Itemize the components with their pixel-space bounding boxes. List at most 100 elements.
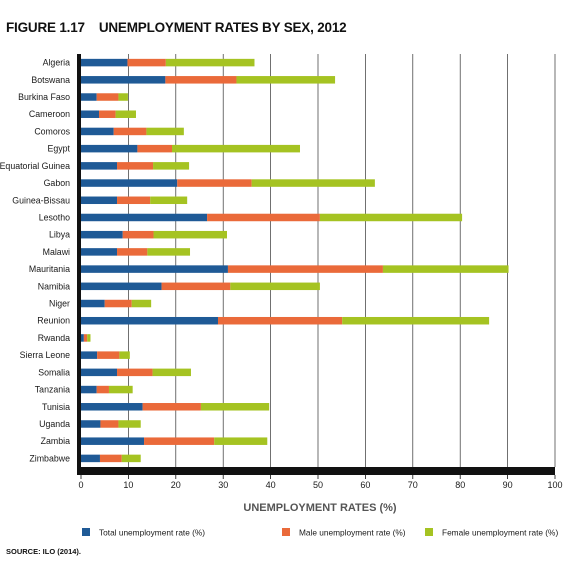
x-tick-label: 30	[218, 480, 228, 490]
bar-male-equatorial-guinea	[117, 162, 154, 170]
bar-female-tunisia	[200, 403, 270, 411]
bar-female-guinea-bissau	[150, 196, 188, 205]
category-label: Tanzania	[35, 385, 70, 395]
source-note: SOURCE: ILO (2014).	[6, 547, 82, 556]
bar-total-mauritania	[81, 265, 228, 273]
bar-total-cameroon	[81, 110, 100, 118]
category-label: Namibia	[38, 281, 70, 291]
category-label: Algeria	[43, 58, 70, 68]
legend-swatch	[282, 528, 290, 536]
bar-female-rwanda	[87, 334, 91, 342]
bar-total-rwanda	[81, 334, 84, 342]
bar-female-egypt	[172, 144, 300, 153]
bar-male-reunion	[217, 316, 343, 325]
bar-female-namibia	[230, 282, 320, 291]
legend-label: Female unemployment rate (%)	[442, 528, 558, 538]
x-tick-label: 0	[78, 480, 83, 490]
bar-total-botswana	[81, 76, 166, 84]
x-axis-line	[77, 467, 555, 475]
bar-male-lesotho	[207, 213, 320, 222]
legend-swatch	[425, 528, 433, 536]
bar-total-niger	[81, 299, 105, 308]
bar-total-egypt	[81, 144, 138, 153]
bar-female-gabon	[251, 179, 375, 187]
bar-female-zambia	[214, 437, 268, 445]
legend-label: Male unemployment rate (%)	[299, 528, 406, 538]
category-label: Equatorial Guinea	[0, 161, 70, 171]
category-label: Cameroon	[29, 109, 70, 119]
category-label: Zambia	[41, 436, 70, 446]
bar-male-rwanda	[83, 334, 88, 342]
bar-total-uganda	[81, 420, 101, 428]
x-tick-label: 100	[547, 480, 562, 490]
bar-total-burkina-faso	[81, 93, 97, 101]
bar-total-guinea-bissau	[81, 196, 118, 205]
category-label: Niger	[49, 299, 70, 309]
x-tick-label: 50	[313, 480, 323, 490]
bar-male-sierra-leone	[97, 351, 120, 359]
category-label: Libya	[49, 230, 70, 240]
bar-male-cameroon	[99, 110, 116, 118]
bar-male-algeria	[127, 58, 166, 67]
category-label: Somalia	[38, 367, 70, 377]
bar-female-uganda	[118, 420, 141, 428]
bar-male-gabon	[177, 179, 252, 187]
bar-male-zimbabwe	[99, 454, 122, 463]
bar-total-tanzania	[81, 385, 97, 394]
category-label: Gabon	[44, 178, 71, 188]
bar-total-libya	[81, 230, 123, 239]
category-label: Sierra Leone	[20, 350, 70, 360]
bar-layer	[81, 58, 509, 463]
y-axis-line	[77, 54, 81, 475]
bar-male-guinea-bissau	[117, 196, 151, 205]
bar-male-tanzania	[96, 385, 109, 394]
x-tick-label: 60	[360, 480, 370, 490]
bar-total-sierra-leone	[81, 351, 98, 359]
category-label: Zimbabwe	[29, 453, 70, 463]
category-label: Botswana	[31, 75, 70, 85]
bar-total-comoros	[81, 127, 114, 136]
bar-male-tunisia	[142, 403, 201, 411]
category-label: Reunion	[37, 316, 70, 326]
bar-female-mauritania	[382, 265, 509, 273]
figure-title: FIGURE 1.17 UNEMPLOYMENT RATES BY SEX, 20…	[6, 20, 347, 35]
bar-female-malawi	[147, 248, 191, 256]
bar-total-somalia	[81, 368, 118, 377]
bar-total-algeria	[81, 58, 128, 67]
category-label: Mauritania	[29, 264, 70, 274]
category-label: Uganda	[39, 419, 70, 429]
bar-male-libya	[122, 230, 154, 239]
bar-male-mauritania	[227, 265, 383, 273]
legend-label: Total unemployment rate (%)	[99, 528, 205, 538]
bar-total-namibia	[81, 282, 162, 291]
bar-total-equatorial-guinea	[81, 162, 118, 170]
bar-male-namibia	[161, 282, 231, 291]
category-label: Rwanda	[38, 333, 70, 343]
x-tick-label: 70	[408, 480, 418, 490]
bar-female-botswana	[236, 76, 336, 84]
bar-female-comoros	[146, 127, 184, 136]
bar-total-lesotho	[81, 213, 208, 222]
bar-female-tanzania	[108, 385, 133, 394]
axis-layer: 0 10 20 30 40 50 60 70 80 90 100 UNEMPLOYMENT RATES…	[77, 54, 563, 514]
bar-female-reunion	[342, 316, 490, 325]
x-axis-title: UNEMPLOYMENT RATES (%)	[243, 502, 397, 514]
x-tick-label: 20	[171, 480, 181, 490]
bar-male-niger	[104, 299, 132, 308]
bar-total-malawi	[81, 248, 118, 256]
bar-total-reunion	[81, 316, 218, 325]
category-label: Guinea-Bissau	[12, 195, 70, 205]
category-label: Tunisia	[42, 402, 70, 412]
category-label: Egypt	[48, 144, 71, 154]
bar-female-burkina-faso	[118, 93, 128, 101]
bar-male-burkina-faso	[96, 93, 119, 101]
label-layer: Algeria Botswana Burkina Faso Cameroon Comor…	[0, 58, 71, 464]
category-label: Malawi	[43, 247, 70, 257]
bar-female-sierra-leone	[119, 351, 130, 359]
bar-female-cameroon	[115, 110, 136, 118]
bar-female-lesotho	[319, 213, 463, 222]
bar-male-zambia	[144, 437, 215, 445]
bar-female-somalia	[152, 368, 191, 377]
